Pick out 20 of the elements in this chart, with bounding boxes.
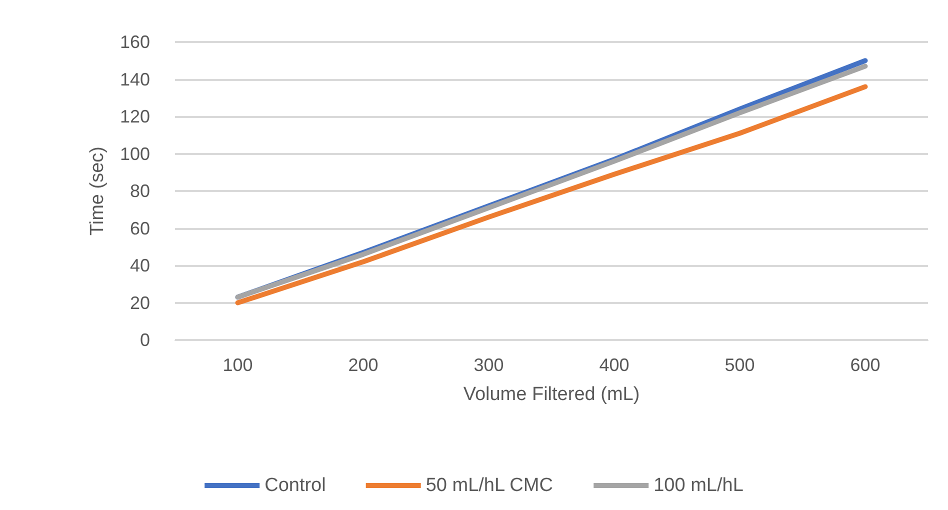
x-tick-label: 100 <box>222 355 253 375</box>
x-tick-label: 500 <box>724 355 755 375</box>
x-tick-label: 300 <box>474 355 504 375</box>
x-tick-label: 400 <box>599 355 630 375</box>
x-tick-label: 600 <box>850 355 880 375</box>
y-tick-label: 140 <box>120 69 150 90</box>
y-tick-label: 40 <box>130 256 150 276</box>
y-tick-label: 160 <box>120 32 150 52</box>
y-tick-label: 20 <box>130 292 150 313</box>
legend-label: 100 mL/hL <box>654 475 744 496</box>
y-tick-label: 80 <box>130 181 150 201</box>
legend-label: 50 mL/hL CMC <box>426 475 553 496</box>
x-axis-title: Volume Filtered (mL) <box>463 384 640 405</box>
y-tick-label: 120 <box>120 106 150 126</box>
legend-label: Control <box>264 475 326 496</box>
y-tick-label: 60 <box>130 218 150 238</box>
y-axis-title: Time (sec) <box>87 146 108 236</box>
y-tick-label: 100 <box>120 144 150 164</box>
x-tick-label: 200 <box>348 355 378 375</box>
y-tick-label: 0 <box>140 330 150 350</box>
